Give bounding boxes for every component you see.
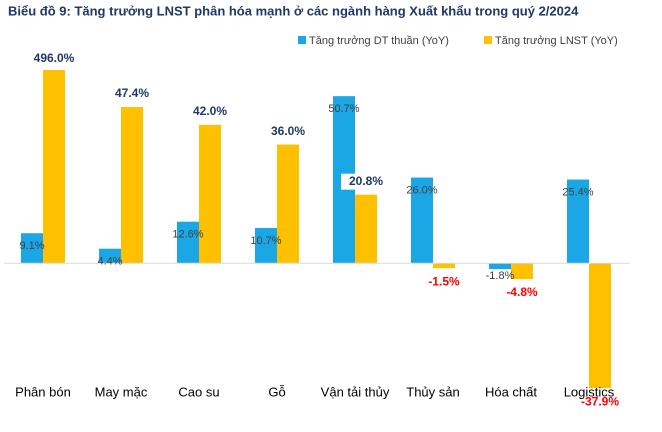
- bar: [177, 221, 199, 264]
- legend-label: Tăng trưởng LNST (YoY): [495, 35, 618, 47]
- bar: [489, 263, 511, 270]
- label-bg: [341, 173, 391, 190]
- value-label: 9.1%: [19, 240, 44, 252]
- x-tick-label: Gỗ: [268, 384, 285, 399]
- bar: [355, 194, 377, 264]
- x-tick-label: Phân bón: [15, 384, 71, 399]
- bar: [255, 227, 277, 264]
- x-tick-label: Hóa chất: [485, 384, 537, 399]
- chart-title: Biểu đồ 9: Tăng trưởng LNST phân hóa mạn…: [8, 3, 579, 18]
- bar: [411, 177, 433, 264]
- bar: [277, 144, 299, 264]
- label-bg: [185, 103, 235, 120]
- x-tick-label: Cao su: [178, 384, 219, 399]
- value-label: 10.7%: [250, 235, 281, 247]
- value-label: 26.0%: [406, 184, 437, 196]
- legend-swatch: [484, 36, 492, 44]
- value-label: 25.4%: [562, 186, 593, 198]
- value-label: -1.5%: [428, 274, 460, 288]
- x-tick-label: Logistics: [564, 384, 615, 399]
- value-label: 12.6%: [172, 229, 203, 241]
- x-tick-label: Thủy sản: [406, 384, 459, 399]
- x-tick-label: May mặc: [95, 384, 148, 399]
- value-label: 42.0%: [193, 104, 227, 118]
- label-bg: [107, 86, 157, 103]
- bar: [43, 70, 65, 264]
- value-label: -4.8%: [506, 285, 538, 299]
- bar: [567, 179, 589, 264]
- label-bg: [29, 51, 79, 67]
- value-label: 47.4%: [115, 86, 149, 100]
- bar: [199, 124, 221, 264]
- label-bg: [263, 123, 313, 140]
- legend-label: Tăng trưởng DT thuần (YoY): [309, 35, 449, 47]
- value-label: 496.0%: [34, 51, 75, 65]
- bar: [99, 248, 121, 264]
- x-tick-label: Vận tải thủy: [321, 384, 390, 399]
- bar: [433, 263, 455, 269]
- value-label: 4.4%: [97, 256, 122, 268]
- value-label: 20.8%: [349, 174, 383, 188]
- bar: [511, 263, 533, 280]
- value-label: -37.9%: [581, 394, 619, 408]
- legend-swatch: [298, 36, 306, 44]
- bar: [121, 107, 143, 264]
- value-label: 36.0%: [271, 124, 305, 138]
- value-label: -1.8%: [486, 270, 515, 282]
- bar: [589, 263, 611, 389]
- bar: [21, 233, 43, 264]
- value-label: 50.7%: [328, 103, 359, 115]
